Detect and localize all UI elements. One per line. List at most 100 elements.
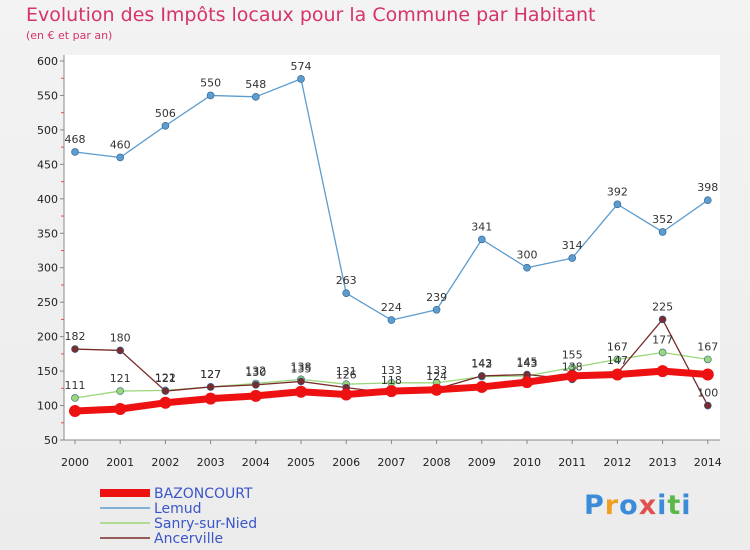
point-lemud-2000 [71, 148, 79, 156]
data-label-sanry-sur-nied-2014: 167 [697, 340, 718, 353]
data-label-ancerville-2006: 126 [336, 369, 357, 382]
data-label-ancerville-2005: 135 [291, 362, 312, 375]
y-tick-label: 100 [37, 400, 58, 413]
data-label-lemud-2010: 300 [517, 249, 538, 262]
point-lemud-2006 [342, 289, 351, 298]
point-sanry-sur-nied-2014 [703, 355, 712, 364]
x-tick-label: 2012 [603, 456, 631, 469]
data-label-lemud-2003: 550 [200, 76, 221, 89]
point-sanry-sur-nied-2001 [116, 387, 124, 395]
data-label-ancerville-2007: 118 [381, 374, 402, 387]
point-bazoncourt-2001 [114, 402, 127, 415]
data-label-ancerville-2010: 145 [517, 356, 538, 369]
point-ancerville-2004 [252, 381, 260, 389]
point-ancerville-2002 [161, 387, 170, 395]
data-label-lemud-2007: 224 [381, 301, 402, 314]
data-label-ancerville-2002: 121 [155, 372, 176, 385]
logo-letter: P [584, 490, 605, 521]
logo-letter: i [681, 490, 692, 521]
legend-label-sanry-sur-nied: Sanry-sur-Nied [154, 516, 257, 532]
x-tick-label: 2004 [242, 456, 270, 469]
point-bazoncourt-2010 [521, 376, 533, 389]
data-label-sanry-sur-nied-2012: 167 [607, 340, 628, 353]
point-ancerville-2009 [477, 372, 486, 380]
point-bazoncourt-2014 [701, 368, 714, 381]
data-label-ancerville-2004: 130 [245, 366, 266, 379]
point-bazoncourt-2002 [159, 396, 172, 409]
point-lemud-2003 [206, 91, 215, 100]
data-label-sanry-sur-nied-2007: 133 [381, 364, 402, 377]
data-label-sanry-sur-nied-2004: 132 [245, 364, 266, 377]
data-label-ancerville-2003: 127 [200, 368, 221, 381]
point-bazoncourt-2008 [430, 383, 443, 396]
y-tick-label: 600 [37, 55, 58, 68]
point-ancerville-2005 [297, 377, 305, 386]
x-tick-label: 2013 [649, 456, 677, 469]
data-label-ancerville-2009: 143 [471, 357, 492, 370]
logo-letter: o [619, 490, 639, 521]
y-tick-label: 50 [44, 434, 58, 447]
data-label-lemud-2001: 460 [110, 138, 131, 151]
x-tick-label: 2014 [694, 456, 722, 469]
point-bazoncourt-2011 [566, 369, 579, 382]
y-tick-label: 200 [37, 331, 58, 344]
data-label-lemud-2004: 548 [245, 78, 266, 91]
point-sanry-sur-nied-2012 [613, 355, 622, 364]
chart-title: Evolution des Impôts locaux pour la Comm… [26, 4, 596, 26]
logo-letter: t [667, 490, 682, 521]
x-tick-label: 2000 [61, 456, 89, 469]
point-bazoncourt-2006 [340, 388, 353, 401]
data-label-lemud-2013: 352 [652, 213, 673, 226]
y-tick-label: 300 [37, 262, 58, 275]
x-tick-label: 2005 [287, 456, 315, 469]
x-tick-label: 2001 [106, 456, 134, 469]
data-label-lemud-2005: 574 [291, 60, 312, 73]
data-label-sanry-sur-nied-2011: 155 [562, 349, 583, 362]
point-lemud-2010 [523, 263, 531, 272]
data-label-sanry-sur-nied-2009: 142 [471, 358, 492, 371]
data-label-sanry-sur-nied-2006: 131 [336, 365, 357, 378]
point-bazoncourt-2012 [611, 368, 624, 381]
y-tick-label: 550 [37, 89, 58, 102]
point-bazoncourt-2003 [204, 392, 217, 405]
data-label-sanry-sur-nied-2008: 133 [426, 364, 447, 377]
logo-letter: x [638, 490, 658, 521]
legend-label-ancerville: Ancerville [154, 531, 223, 547]
point-ancerville-2003 [206, 383, 215, 391]
data-label-sanry-sur-nied-2010: 143 [517, 357, 538, 370]
x-tick-label: 2003 [197, 456, 225, 469]
y-tick-label: 500 [37, 124, 58, 137]
point-sanry-sur-nied-2013 [658, 348, 667, 357]
data-label-sanry-sur-nied-2002: 122 [155, 371, 176, 384]
data-label-ancerville-2008: 124 [426, 370, 447, 383]
data-label-ancerville-2011: 138 [562, 360, 583, 373]
point-ancerville-2000 [71, 345, 79, 353]
data-label-sanry-sur-nied-2013: 177 [652, 333, 673, 346]
point-bazoncourt-2007 [385, 385, 398, 398]
data-label-sanry-sur-nied-2000: 111 [65, 379, 86, 392]
point-lemud-2014 [703, 196, 712, 204]
data-label-ancerville-2013: 225 [652, 300, 673, 313]
x-tick-label: 2007 [377, 456, 405, 469]
y-tick-label: 450 [37, 158, 58, 171]
point-sanry-sur-nied-2000 [71, 394, 79, 402]
x-tick-label: 2002 [151, 456, 179, 469]
point-lemud-2012 [613, 200, 622, 209]
data-label-sanry-sur-nied-2001: 121 [110, 372, 131, 385]
point-ancerville-2014 [703, 401, 712, 410]
data-label-lemud-2008: 239 [426, 291, 447, 304]
y-tick-label: 150 [37, 365, 58, 378]
x-tick-label: 2008 [423, 456, 451, 469]
data-label-lemud-2006: 263 [336, 274, 357, 287]
data-label-lemud-2009: 341 [471, 220, 492, 233]
data-label-lemud-2000: 468 [65, 133, 86, 146]
legend-label-lemud: Lemud [154, 501, 202, 517]
point-lemud-2013 [658, 228, 667, 236]
point-lemud-2009 [477, 235, 486, 244]
x-tick-label: 2011 [558, 456, 586, 469]
point-ancerville-2013 [658, 315, 667, 324]
data-label-ancerville-2000: 182 [65, 330, 86, 343]
point-lemud-2008 [432, 305, 441, 314]
